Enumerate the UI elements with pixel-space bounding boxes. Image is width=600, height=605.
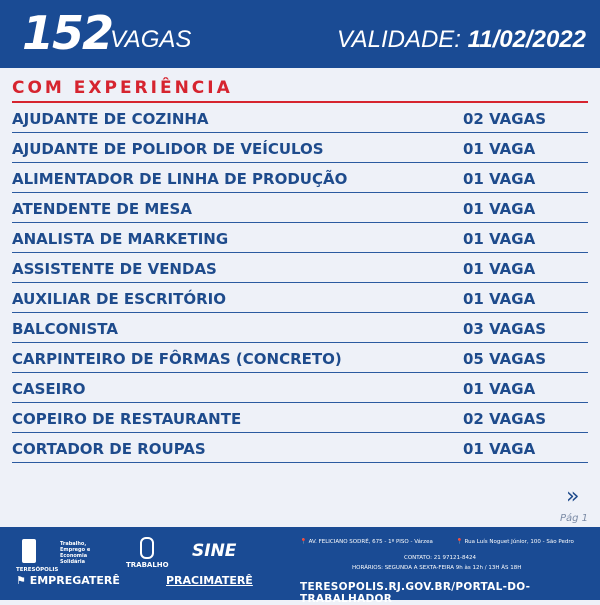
job-row: BALCONISTA 03 VAGAS: [12, 313, 588, 343]
vacancy-count: 152: [22, 6, 114, 60]
job-row: CORTADOR DE ROUPAS 01 VAGA: [12, 433, 588, 463]
job-row: CASEIRO 01 VAGA: [12, 373, 588, 403]
job-title: BALCONISTA: [12, 320, 118, 338]
job-title: CORTADOR DE ROUPAS: [12, 440, 206, 458]
contact: CONTATO: 21 97121-8424: [404, 555, 476, 561]
trabalho-logo: TRABALHO: [126, 561, 169, 569]
empregatere-logo: ⚑ EMPREGATERÊ: [16, 574, 120, 587]
trabalho-emblem-icon: [140, 537, 154, 559]
address-2: 📍 Rua Luís Noguet Júnior, 100 - São Pedr…: [456, 539, 574, 545]
job-title: ALIMENTADOR DE LINHA DE PRODUÇÃO: [12, 170, 348, 188]
vacancy-count-label: VAGAS: [110, 26, 192, 53]
double-chevron-right-icon[interactable]: »: [566, 484, 580, 509]
address-2-text: Rua Luís Noguet Júnior, 100 - São Pedro: [464, 539, 574, 545]
job-title: AJUDANTE DE POLIDOR DE VEÍCULOS: [12, 140, 324, 158]
job-vacancies: 01 VAGA: [463, 170, 536, 188]
job-title: ATENDENTE DE MESA: [12, 200, 192, 218]
job-row: AJUDANTE DE POLIDOR DE VEÍCULOS 01 VAGA: [12, 133, 588, 163]
job-title: AJUDANTE DE COZINHA: [12, 110, 209, 128]
hours: HORÁRIOS: SEGUNDA A SEXTA-FEIRA 9h às 12…: [352, 565, 522, 571]
job-vacancies: 03 VAGAS: [463, 320, 547, 338]
job-row: COPEIRO DE RESTAURANTE 02 VAGAS: [12, 403, 588, 433]
job-row: AUXILIAR DE ESCRITÓRIO 01 VAGA: [12, 283, 588, 313]
job-row: AJUDANTE DE COZINHA 02 VAGAS: [12, 103, 588, 133]
job-list: AJUDANTE DE COZINHA 02 VAGAS AJUDANTE DE P…: [12, 103, 588, 463]
validity-label: VALIDADE:: [336, 26, 461, 53]
address-1: 📍 AV. FELICIANO SODRÉ, 675 - 1º PISO - V…: [300, 539, 433, 545]
job-title: CARPINTEIRO DE FÔRMAS (CONCRETO): [12, 350, 342, 368]
job-vacancies: 02 VAGAS: [463, 110, 547, 128]
job-vacancies: 01 VAGA: [463, 260, 536, 278]
job-title: CASEIRO: [12, 380, 86, 398]
job-title: AUXILIAR DE ESCRITÓRIO: [12, 290, 226, 308]
job-row: ASSISTENTE DE VENDAS 01 VAGA: [12, 253, 588, 283]
coat-of-arms-icon: [22, 539, 36, 563]
job-row: ANALISTA DE MARKETING 01 VAGA: [12, 223, 588, 253]
job-title: ASSISTENTE DE VENDAS: [12, 260, 217, 278]
validity-date: 11/02/2022: [467, 26, 586, 53]
job-vacancies: 01 VAGA: [463, 230, 536, 248]
job-vacancies: 01 VAGA: [463, 440, 536, 458]
page-number: Pág 1: [560, 513, 589, 524]
secretaria-logo: Trabalho, Emprego e Economia Solidária: [60, 541, 91, 565]
footer: TERESÓPOLIS Trabalho, Emprego e Economia…: [0, 527, 600, 605]
pracimatere-logo: PRACIMATERÊ: [166, 574, 253, 587]
address-1-text: AV. FELICIANO SODRÉ, 675 - 1º PISO - Vár…: [308, 539, 433, 545]
header: 152 VAGAS VALIDADE: 11/02/2022: [0, 0, 600, 68]
section-title: COM EXPERIÊNCIA: [12, 78, 233, 98]
job-row: ATENDENTE DE MESA 01 VAGA: [12, 193, 588, 223]
job-vacancies: 01 VAGA: [463, 290, 536, 308]
section-divider: [12, 101, 588, 103]
job-row: CARPINTEIRO DE FÔRMAS (CONCRETO) 05 VAGAS: [12, 343, 588, 373]
job-vacancies: 01 VAGA: [463, 200, 536, 218]
portal-url[interactable]: TERESOPOLIS.RJ.GOV.BR/PORTAL-DO-TRABALHA…: [300, 581, 531, 605]
validity: VALIDADE: 11/02/2022: [337, 26, 586, 54]
empregatere-text: EMPREGATERÊ: [29, 574, 120, 587]
job-vacancies: 05 VAGAS: [463, 350, 547, 368]
job-row: ALIMENTADOR DE LINHA DE PRODUÇÃO 01 VAGA: [12, 163, 588, 193]
job-title: ANALISTA DE MARKETING: [12, 230, 229, 248]
job-vacancies: 01 VAGA: [463, 380, 536, 398]
sine-logo: SINE: [192, 541, 237, 561]
job-vacancies: 02 VAGAS: [463, 410, 547, 428]
prefeitura-logo: TERESÓPOLIS: [16, 567, 59, 573]
job-title: COPEIRO DE RESTAURANTE: [12, 410, 242, 428]
job-vacancies: 01 VAGA: [463, 140, 536, 158]
